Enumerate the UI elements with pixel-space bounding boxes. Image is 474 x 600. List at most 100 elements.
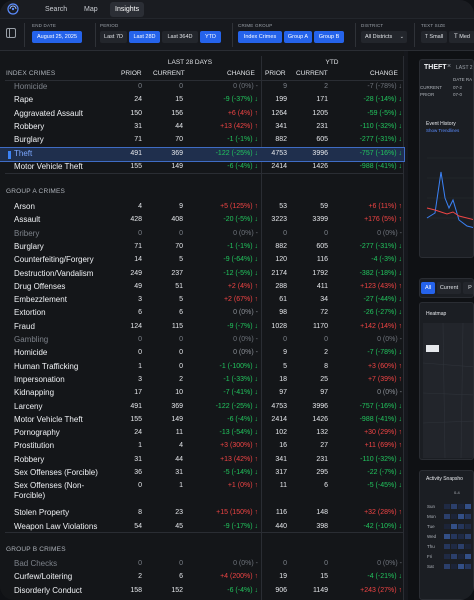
period-7d-button[interactable]: Last 7D: [100, 31, 127, 43]
period-ytd-button[interactable]: YTD: [200, 31, 221, 43]
table-row[interactable]: Arson 4 9 +5 (125%) ↑ 53 59 +6 (11%) ↑: [0, 201, 404, 214]
prior-col-header: PRIOR: [121, 70, 142, 77]
text-size-med-button[interactable]: T Med: [449, 31, 474, 43]
table-row[interactable]: Sex Offenses (Non-Forcible) 0 1 +1 (0%) ↑ 11…: [0, 480, 404, 506]
table-row[interactable]: Fraud 124 115 -9 (-7%) ↓ 1028 1170 +142 (14%) …: [0, 321, 404, 334]
table-row[interactable]: Destruction/Vandalism 249 237 -12 (-5%) ↓ 21…: [0, 268, 404, 281]
current-value: 0: [179, 83, 183, 90]
ytd-prior-value: 120: [275, 256, 287, 264]
table-row[interactable]: Embezzlement 3 5 +2 (67%) ↑ 61 34 -27 (-44%) ↓: [0, 294, 404, 307]
end-date-label: END DATE: [32, 23, 57, 28]
district-select[interactable]: All Districts ⌄: [361, 31, 407, 43]
nav-search-tab[interactable]: Search: [45, 6, 68, 13]
heat-hotspot: [426, 345, 439, 352]
change-value: 0 (0%) -: [233, 336, 258, 343]
table-row[interactable]: Gambling 0 0 0 (0%) - 0 0 0 (0%) -: [0, 334, 404, 347]
current-value: 11: [175, 429, 183, 437]
table-row[interactable]: Extortion 6 6 0 (0%) - 98 72 -26 (-27%) ↓: [0, 307, 404, 320]
change-value: -1 (-33%) ↓: [223, 375, 258, 383]
crime-name: Extortion: [14, 308, 46, 318]
crime-group-a-button[interactable]: Group A: [284, 31, 312, 43]
crime-name: Burglary: [14, 135, 44, 145]
crime-group-index-button[interactable]: Index Crimes: [238, 31, 282, 43]
prior-value: 71: [134, 136, 142, 144]
tab-prior[interactable]: P: [463, 282, 473, 294]
crime-name: Motor Vehicle Theft: [14, 161, 83, 171]
prior-value: 6: [138, 309, 142, 317]
ytd-prior-value: 0: [283, 336, 287, 343]
show-trendlines-toggle[interactable]: Show Trendlines: [426, 128, 460, 133]
current-col-header: CURRENT: [153, 70, 185, 77]
table-row[interactable]: Robbery 31 44 +13 (42%) ↑ 341 231 -110 (-32%) …: [0, 121, 404, 134]
prior-value: 31: [134, 455, 142, 463]
ytd-prior-value: 116: [275, 509, 287, 517]
table-row[interactable]: Curfew/Loitering 2 6 +4 (200%) ↑ 19 15 -4 (-21…: [0, 571, 404, 584]
table-row[interactable]: Disorderly Conduct 158 152 -6 (-4%) ↓ 906 114…: [0, 585, 404, 598]
ytd-change-value: -277 (-31%) ↓: [359, 136, 402, 144]
crime-name: Drug Offenses: [14, 281, 66, 291]
ytd-change-value: +3 (60%) ↑: [367, 362, 402, 370]
period-28d-button[interactable]: Last 28D: [129, 31, 160, 43]
table-row[interactable]: Weapon Law Violations 54 45 -9 (-17%) ↓ 440 3…: [0, 521, 404, 534]
ytd-change-value: +123 (43%) ↑: [360, 282, 402, 290]
ytd-current-value: 605: [316, 136, 328, 144]
app-logo-icon: [7, 3, 19, 15]
day-label-sat: Sat: [427, 564, 434, 569]
table-row[interactable]: Theft 491 369 -122 (-25%) ↓ 4753 3996 -757 (-1…: [0, 146, 405, 162]
change-value: -1 (-1%) ↓: [227, 242, 258, 250]
ytd-change-value: 0 (0%) -: [377, 560, 402, 567]
tab-current[interactable]: Current: [437, 282, 461, 294]
ytd-change-value: -110 (-32%) ↓: [360, 122, 402, 130]
ytd-change-value: -4 (-3%) ↓: [371, 256, 402, 264]
table-row[interactable]: Pornography 24 11 -13 (-54%) ↓ 102 132 +30 (29…: [0, 427, 404, 440]
table-row[interactable]: Assault 428 408 -20 (-5%) ↓ 3223 3399 +176 (5%…: [0, 214, 404, 227]
table-row[interactable]: Impersonation 3 2 -1 (-33%) ↓ 18 25 +7 (39%) ↑: [0, 374, 404, 387]
table-row[interactable]: Burglary 71 70 -1 (-1%) ↓ 882 605 -277 (-31%) …: [0, 134, 404, 147]
current-value: 156: [171, 109, 183, 117]
end-date-picker[interactable]: August 25, 2025: [32, 31, 82, 43]
ytd-prior-value: 16: [279, 442, 287, 450]
crime-group-b-button[interactable]: Group B: [314, 31, 344, 43]
table-row[interactable]: Homicide 0 0 0 (0%) - 9 2 -7 (-78%) ↓: [0, 81, 404, 94]
current-value: 237: [171, 269, 183, 277]
table-row[interactable]: Human Trafficking 1 0 -1 (-100%) ↓ 5 8 +3 (60%…: [0, 361, 404, 374]
header-divider: [5, 80, 404, 81]
text-size-small-button[interactable]: T Small: [421, 31, 447, 43]
ytd-change-value: -22 (-7%) ↓: [367, 469, 402, 476]
table-row[interactable]: Burglary 71 70 -1 (-1%) ↓ 882 605 -277 (-31%) …: [0, 241, 404, 254]
table-row[interactable]: Homicide 0 0 0 (0%) - 9 2 -7 (-78%) ↓: [0, 347, 404, 360]
ytd-current-value: 34: [320, 296, 328, 304]
toggle-sidebar-icon[interactable]: [6, 28, 16, 38]
ytd-prior-value: 53: [279, 203, 287, 210]
ytd-prior-value: 0: [283, 229, 287, 237]
crime-name: Larceny: [14, 401, 43, 411]
table-row[interactable]: Rape 24 15 -9 (-37%) ↓ 199 171 -28 (-14%) ↓: [0, 94, 404, 107]
table-row[interactable]: Aggravated Assault 150 156 +6 (4%) ↑ 1264 120…: [0, 108, 404, 121]
ytd-change-value: -382 (-18%) ↓: [359, 269, 402, 277]
period-364d-button[interactable]: Last 364D: [162, 31, 198, 43]
tab-all[interactable]: All: [421, 282, 435, 294]
table-row[interactable]: Prostitution 1 4 +3 (300%) ↑ 16 27 +11 (69%) ↑: [0, 440, 404, 453]
change-value: -9 (-17%) ↓: [223, 522, 258, 530]
current-value: 149: [171, 415, 183, 423]
table-row[interactable]: Kidnapping 17 10 -7 (-41%) ↓ 97 97 0 (0%) -: [0, 387, 404, 400]
table-row[interactable]: Motor Vehicle Theft 155 149 -6 (-4%) ↓ 2414 1…: [0, 414, 404, 427]
ytd-change-value: -28 (-14%) ↓: [363, 96, 402, 104]
nav-map-tab[interactable]: Map: [84, 6, 98, 13]
table-row[interactable]: Sex Offenses (Forcible) 36 31 -5 (-14%) ↓ 31…: [0, 467, 404, 480]
theft-title: THEFT: [424, 64, 447, 71]
table-row[interactable]: Bad Checks 0 0 0 (0%) - 0 0 0 (0%) -: [0, 558, 404, 571]
table-row[interactable]: Stolen Property 8 23 +15 (150%) ↑ 116 148 +32 …: [0, 507, 404, 520]
table-row[interactable]: Motor Vehicle Theft 155 149 -6 (-4%) ↓ 2414 1…: [0, 161, 404, 174]
current-value: 0: [179, 362, 183, 370]
table-row[interactable]: Drug Offenses 49 51 +2 (4%) ↑ 288 411 +123 (43…: [0, 281, 404, 294]
close-icon[interactable]: ×: [447, 63, 452, 70]
ytd-current-value: 295: [316, 469, 328, 476]
table-row[interactable]: Bribery 0 0 0 (0%) - 0 0 0 (0%) -: [0, 228, 404, 241]
nav-insights-tab[interactable]: Insights: [110, 2, 145, 17]
table-row[interactable]: Larceny 491 369 -122 (-25%) ↓ 4753 3996 -757 (…: [0, 401, 404, 414]
current-value: 369: [171, 149, 183, 157]
table-row[interactable]: Robbery 31 44 +13 (42%) ↑ 341 231 -110 (-32%) …: [0, 454, 404, 467]
ytd-current-value: 0: [324, 229, 328, 237]
table-row[interactable]: Counterfeiting/Forgery 14 5 -9 (-64%) ↓ 120 1…: [0, 254, 404, 267]
